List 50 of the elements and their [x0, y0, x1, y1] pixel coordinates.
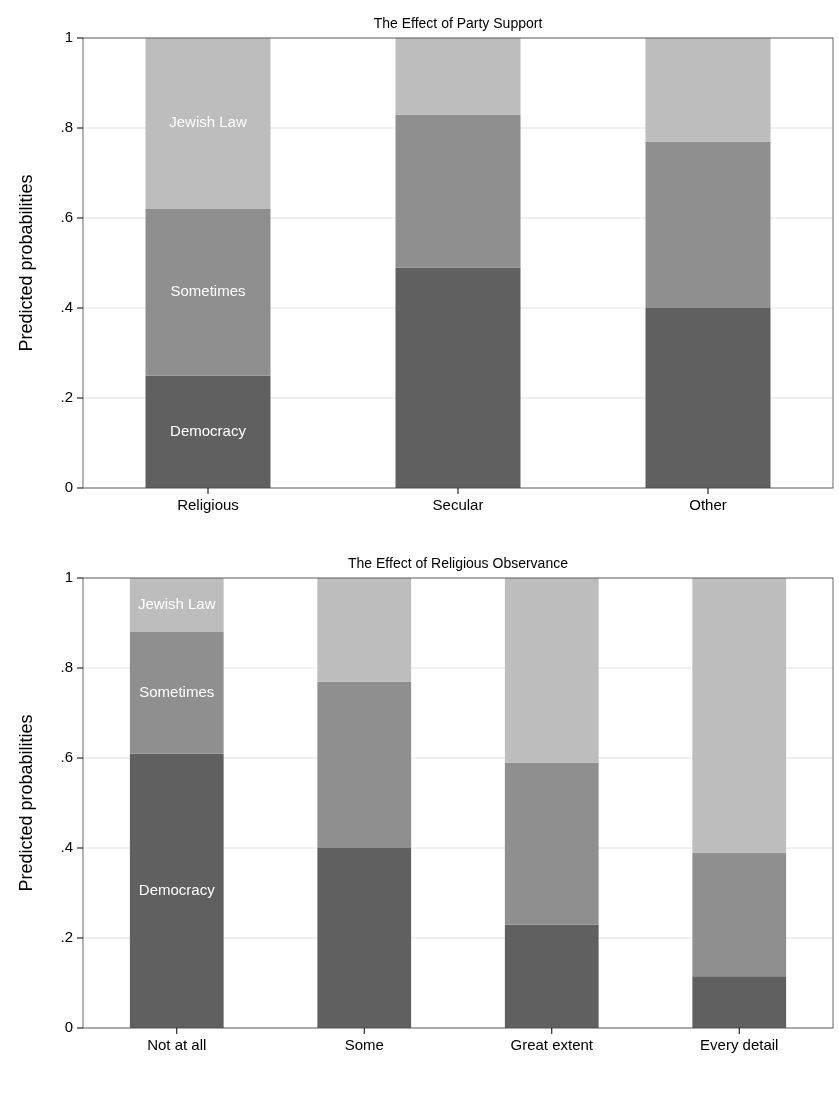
x-tick-label: Some: [344, 1036, 384, 1053]
y-tick-label: .6: [60, 207, 73, 225]
bar: [395, 114, 521, 268]
x-tick-label: Not at all: [147, 1036, 207, 1053]
y-tick-label: .4: [60, 297, 73, 315]
bar: [504, 924, 599, 1028]
series-label: Sometimes: [139, 682, 215, 700]
series-label: Democracy: [138, 880, 216, 898]
x-tick-label: Secular: [432, 496, 484, 513]
y-tick-label: .2: [60, 927, 73, 945]
y-axis-title: Predicted probabilities: [16, 174, 36, 352]
bar: [129, 578, 224, 632]
y-tick-label: 1: [64, 567, 73, 585]
y-tick-label: .8: [60, 657, 73, 675]
bar: [145, 38, 271, 209]
bar: [645, 308, 771, 488]
bar: [645, 38, 771, 142]
chart-title: The Effect of Religious Observance: [348, 555, 569, 571]
y-tick-label: .2: [60, 387, 73, 405]
x-tick-label: Religious: [177, 496, 239, 513]
x-tick-label: Every detail: [700, 1036, 779, 1053]
bar: [145, 375, 271, 488]
y-tick-label: .4: [60, 837, 73, 855]
series-label: Jewish Law: [169, 113, 247, 131]
series-label: Jewish Law: [137, 594, 216, 612]
bar: [317, 681, 412, 848]
bar: [395, 38, 521, 115]
y-tick-label: 1: [64, 27, 73, 45]
y-axis-title: Predicted probabilities: [16, 714, 36, 892]
bar: [317, 848, 412, 1028]
y-tick-label: .8: [60, 117, 73, 135]
bar: [317, 578, 412, 682]
chart-title: The Effect of Party Support: [373, 15, 543, 31]
bar: [129, 632, 224, 754]
bar: [504, 578, 599, 763]
series-label: Sometimes: [170, 282, 246, 300]
y-tick-label: 0: [64, 1017, 73, 1035]
bar: [692, 852, 787, 977]
x-tick-label: Great extent: [510, 1036, 594, 1053]
bar: [692, 578, 787, 853]
y-tick-label: 0: [64, 477, 73, 495]
bar: [129, 753, 224, 1028]
bar: [145, 209, 271, 376]
bar: [395, 267, 521, 488]
y-tick-label: .6: [60, 747, 73, 765]
x-tick-label: Other: [689, 496, 727, 513]
bar: [645, 141, 771, 308]
bar: [692, 976, 787, 1028]
series-label: Democracy: [170, 421, 247, 439]
bar: [504, 762, 599, 925]
